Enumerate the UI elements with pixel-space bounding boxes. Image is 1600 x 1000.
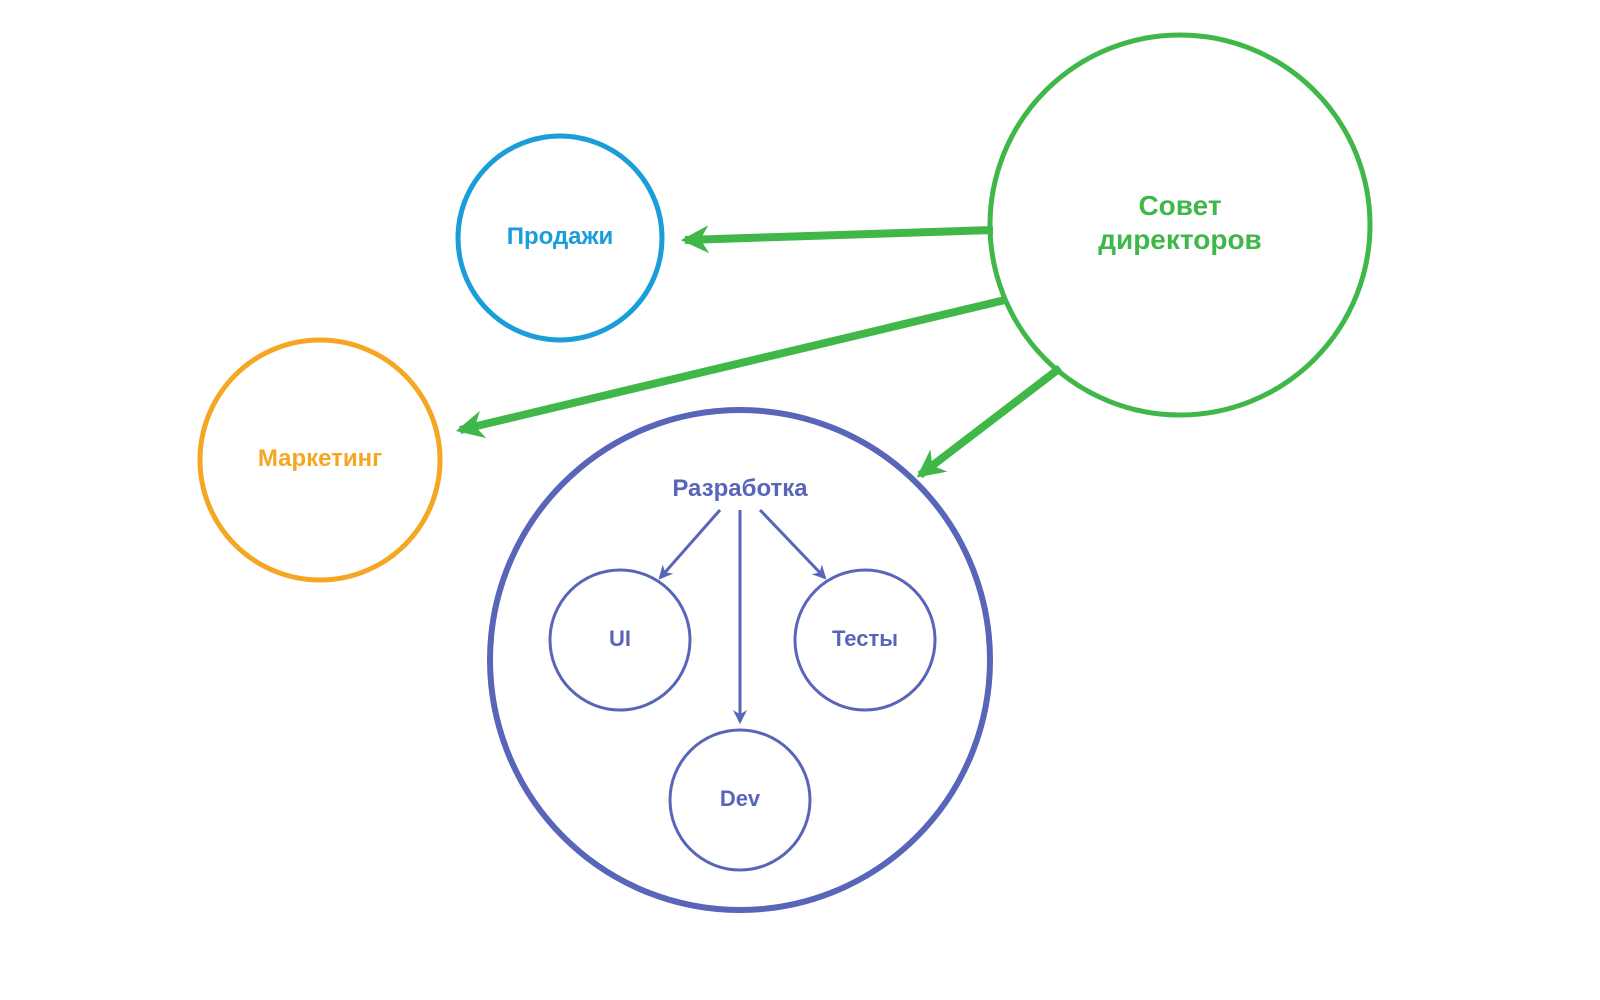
node-tests: Тесты: [795, 570, 935, 710]
node-label-tests: Тесты: [832, 626, 898, 651]
edge-dev-to-ui: [660, 510, 720, 578]
node-dev: Dev: [670, 730, 810, 870]
node-marketing: Маркетинг: [200, 340, 440, 580]
node-label-board: Советдиректоров: [1098, 190, 1262, 255]
node-label-dev: Dev: [720, 786, 761, 811]
node-sales: Продажи: [458, 136, 662, 340]
node-board: Советдиректоров: [990, 35, 1370, 415]
node-label-ui: UI: [609, 626, 631, 651]
node-label-development: Разработка: [672, 475, 808, 502]
node-label-marketing: Маркетинг: [258, 445, 382, 472]
edge-dev-to-tests: [760, 510, 825, 578]
org-diagram: Советдиректоров Продажи Маркетинг Разработк…: [0, 0, 1600, 1000]
node-ui: UI: [550, 570, 690, 710]
node-label-sales: Продажи: [507, 223, 614, 250]
edge-board-to-sales: [685, 230, 993, 240]
edge-board-to-development: [920, 368, 1060, 475]
